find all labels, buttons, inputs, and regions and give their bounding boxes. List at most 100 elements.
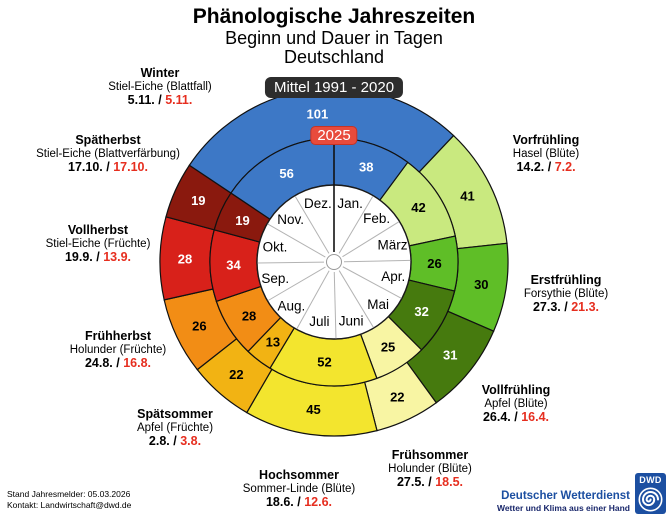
month-divider-line (294, 195, 330, 254)
season-days-inner-vollfruehling: 32 (414, 304, 428, 319)
season-start-dates: 26.4. / 16.4. (482, 410, 550, 424)
season-start-mittel: 27.5. (396, 475, 425, 489)
month-divider-line (267, 223, 326, 258)
season-start-dates: 27.5. / 18.5. (396, 475, 464, 489)
season-start-dates: 27.3. / 21.3. (532, 300, 600, 314)
season-plant: Sommer-Linde (Blüte) (242, 482, 356, 495)
month-divider-line (343, 259, 411, 263)
season-days-outer-hochsommer: 45 (306, 402, 320, 417)
season-start-2025: 12.6. (304, 495, 333, 509)
footer-line2: Kontakt: Landwirtschaft@dwd.de (7, 500, 132, 510)
season-days-inner-winter-1: 56 (279, 166, 293, 181)
season-plant: Apfel (Früchte) (136, 421, 214, 434)
season-days-outer-spaetherbst: 19 (191, 193, 205, 208)
season-name: Hochsommer (259, 468, 339, 482)
season-days-inner-erstfruehling: 26 (427, 256, 441, 271)
dwd-logo-abbr: DWD (639, 475, 662, 485)
dwd-logo-box: DWD (635, 473, 666, 514)
season-days-outer-fruehsommer: 22 (390, 389, 404, 404)
month-label-juni: Juni (339, 313, 364, 328)
season-start-dates: 14.2. / 7.2. (516, 160, 576, 174)
season-start-dates: 5.11. / 5.11. (127, 93, 193, 107)
season-days-outer-winter: 101 (307, 106, 329, 121)
season-label-hochsommer: Hochsommer Sommer-Linde (Blüte) 18.6. / 12… (242, 468, 356, 510)
month-label-jan: Jan. (337, 196, 363, 211)
season-days-inner-vorfruehling: 42 (411, 200, 425, 215)
season-start-mittel: 26.4. (482, 410, 511, 424)
season-start-2025: 3.8. (180, 434, 202, 448)
season-plant: Holunder (Blüte) (388, 462, 472, 475)
season-days-inner-winter-2: 38 (359, 159, 373, 174)
season-days-inner-spaetsommer: 13 (266, 334, 280, 349)
season-start-2025: 16.8. (123, 356, 152, 370)
season-label-fruehherbst: Frühherbst Holunder (Früchte) 24.8. / 16.8… (69, 329, 167, 371)
season-plant: Holunder (Früchte) (69, 343, 167, 356)
season-start-mittel: 27.3. (532, 300, 561, 314)
month-divider-line (338, 270, 374, 328)
month-label-apr: Apr. (381, 269, 405, 284)
month-divider-line (338, 195, 374, 254)
season-name: Vollfrühling (481, 383, 551, 397)
season-start-mittel: 24.8. (84, 356, 113, 370)
page-title: Phänologische Jahreszeiten Beginn und Da… (193, 5, 475, 67)
season-name: Vollherbst (67, 223, 129, 237)
season-name: Spätherbst (75, 133, 141, 147)
dwd-logo: Deutscher Wetterdienst Wetter und Klima … (497, 473, 666, 514)
inner-ring-year-badge: 2025 (310, 126, 358, 145)
season-start-2025: 7.2. (554, 160, 576, 174)
season-start-dates: 18.6. / 12.6. (265, 495, 333, 509)
month-label-feb: Feb. (363, 211, 390, 226)
season-start-mittel: 2.8. (148, 434, 170, 448)
season-start-dates: 24.8. / 16.8. (84, 356, 152, 370)
dwd-spiral-icon (638, 487, 663, 512)
season-start-2025: 17.10. (113, 160, 148, 174)
season-name: Frühsommer (391, 448, 469, 462)
season-days-inner-spaetherbst: 19 (235, 213, 249, 228)
month-label-dez: Dez. (304, 196, 332, 211)
month-divider-line (342, 266, 402, 299)
outer-ring-badge: Mittel 1991 - 2020 (264, 77, 404, 98)
season-start-mittel: 18.6. (265, 495, 294, 509)
season-start-dates: 19.9. / 13.9. (64, 250, 132, 264)
season-label-vollfruehling: Vollfrühling Apfel (Blüte) 26.4. / 16.4. (481, 383, 551, 425)
dwd-logo-text: Deutscher Wetterdienst Wetter und Klima … (497, 490, 630, 514)
season-days-outer-vorfruehling: 41 (460, 188, 474, 203)
title-line1: Phänologische Jahreszeiten (192, 5, 476, 28)
season-start-2025: 16.4. (521, 410, 550, 424)
season-start-mittel: 17.10. (68, 160, 103, 174)
season-days-outer-vollfruehling: 31 (443, 348, 457, 363)
wheel-hub (326, 254, 342, 270)
month-label-sep: Sep. (261, 271, 289, 286)
season-start-2025: 18.5. (435, 475, 464, 489)
month-label-okt: Okt. (263, 239, 288, 254)
season-start-mittel: 5.11. (127, 93, 155, 107)
month-divider-line (342, 221, 400, 258)
footer-contact: Stand Jahresmelder: 05.03.2026 Kontakt: … (7, 489, 131, 511)
season-plant: Forsythie (Blüte) (523, 287, 609, 300)
season-label-spaetherbst: Spätherbst Stiel-Eiche (Blattverfärbung) 1… (36, 133, 180, 175)
month-label-maerz: März (377, 237, 407, 252)
month-divider-line (257, 261, 325, 264)
title-line3: Deutschland (283, 47, 385, 67)
season-start-dates: 2.8. / 3.8. (148, 434, 202, 448)
season-name: Frühherbst (85, 329, 151, 343)
season-label-vollherbst: Vollherbst Stiel-Eiche (Früchte) 19.9. / 1… (46, 223, 151, 265)
season-days-outer-spaetsommer: 22 (229, 367, 243, 382)
month-divider-line (333, 271, 337, 339)
season-start-mittel: 19.9. (64, 250, 93, 264)
season-plant: Hasel (Blüte) (512, 147, 580, 160)
season-name: Vorfrühling (512, 133, 580, 147)
season-start-2025: 13.9. (103, 250, 132, 264)
season-name: Erstfrühling (530, 273, 602, 287)
season-days-outer-fruehherbst: 26 (192, 318, 206, 333)
season-days-outer-erstfruehling: 30 (474, 277, 488, 292)
season-label-fruehsommer: Frühsommer Holunder (Blüte) 27.5. / 18.5. (388, 448, 472, 490)
season-days-outer-vollherbst: 28 (178, 251, 192, 266)
dwd-logo-name: Deutscher Wetterdienst (501, 490, 630, 502)
footer-line1: Stand Jahresmelder: 05.03.2026 (7, 489, 131, 499)
month-label-juli: Juli (309, 314, 329, 329)
season-name: Spätsommer (137, 407, 213, 421)
season-plant: Apfel (Blüte) (484, 397, 548, 410)
season-plant: Stiel-Eiche (Blattverfärbung) (36, 147, 180, 160)
